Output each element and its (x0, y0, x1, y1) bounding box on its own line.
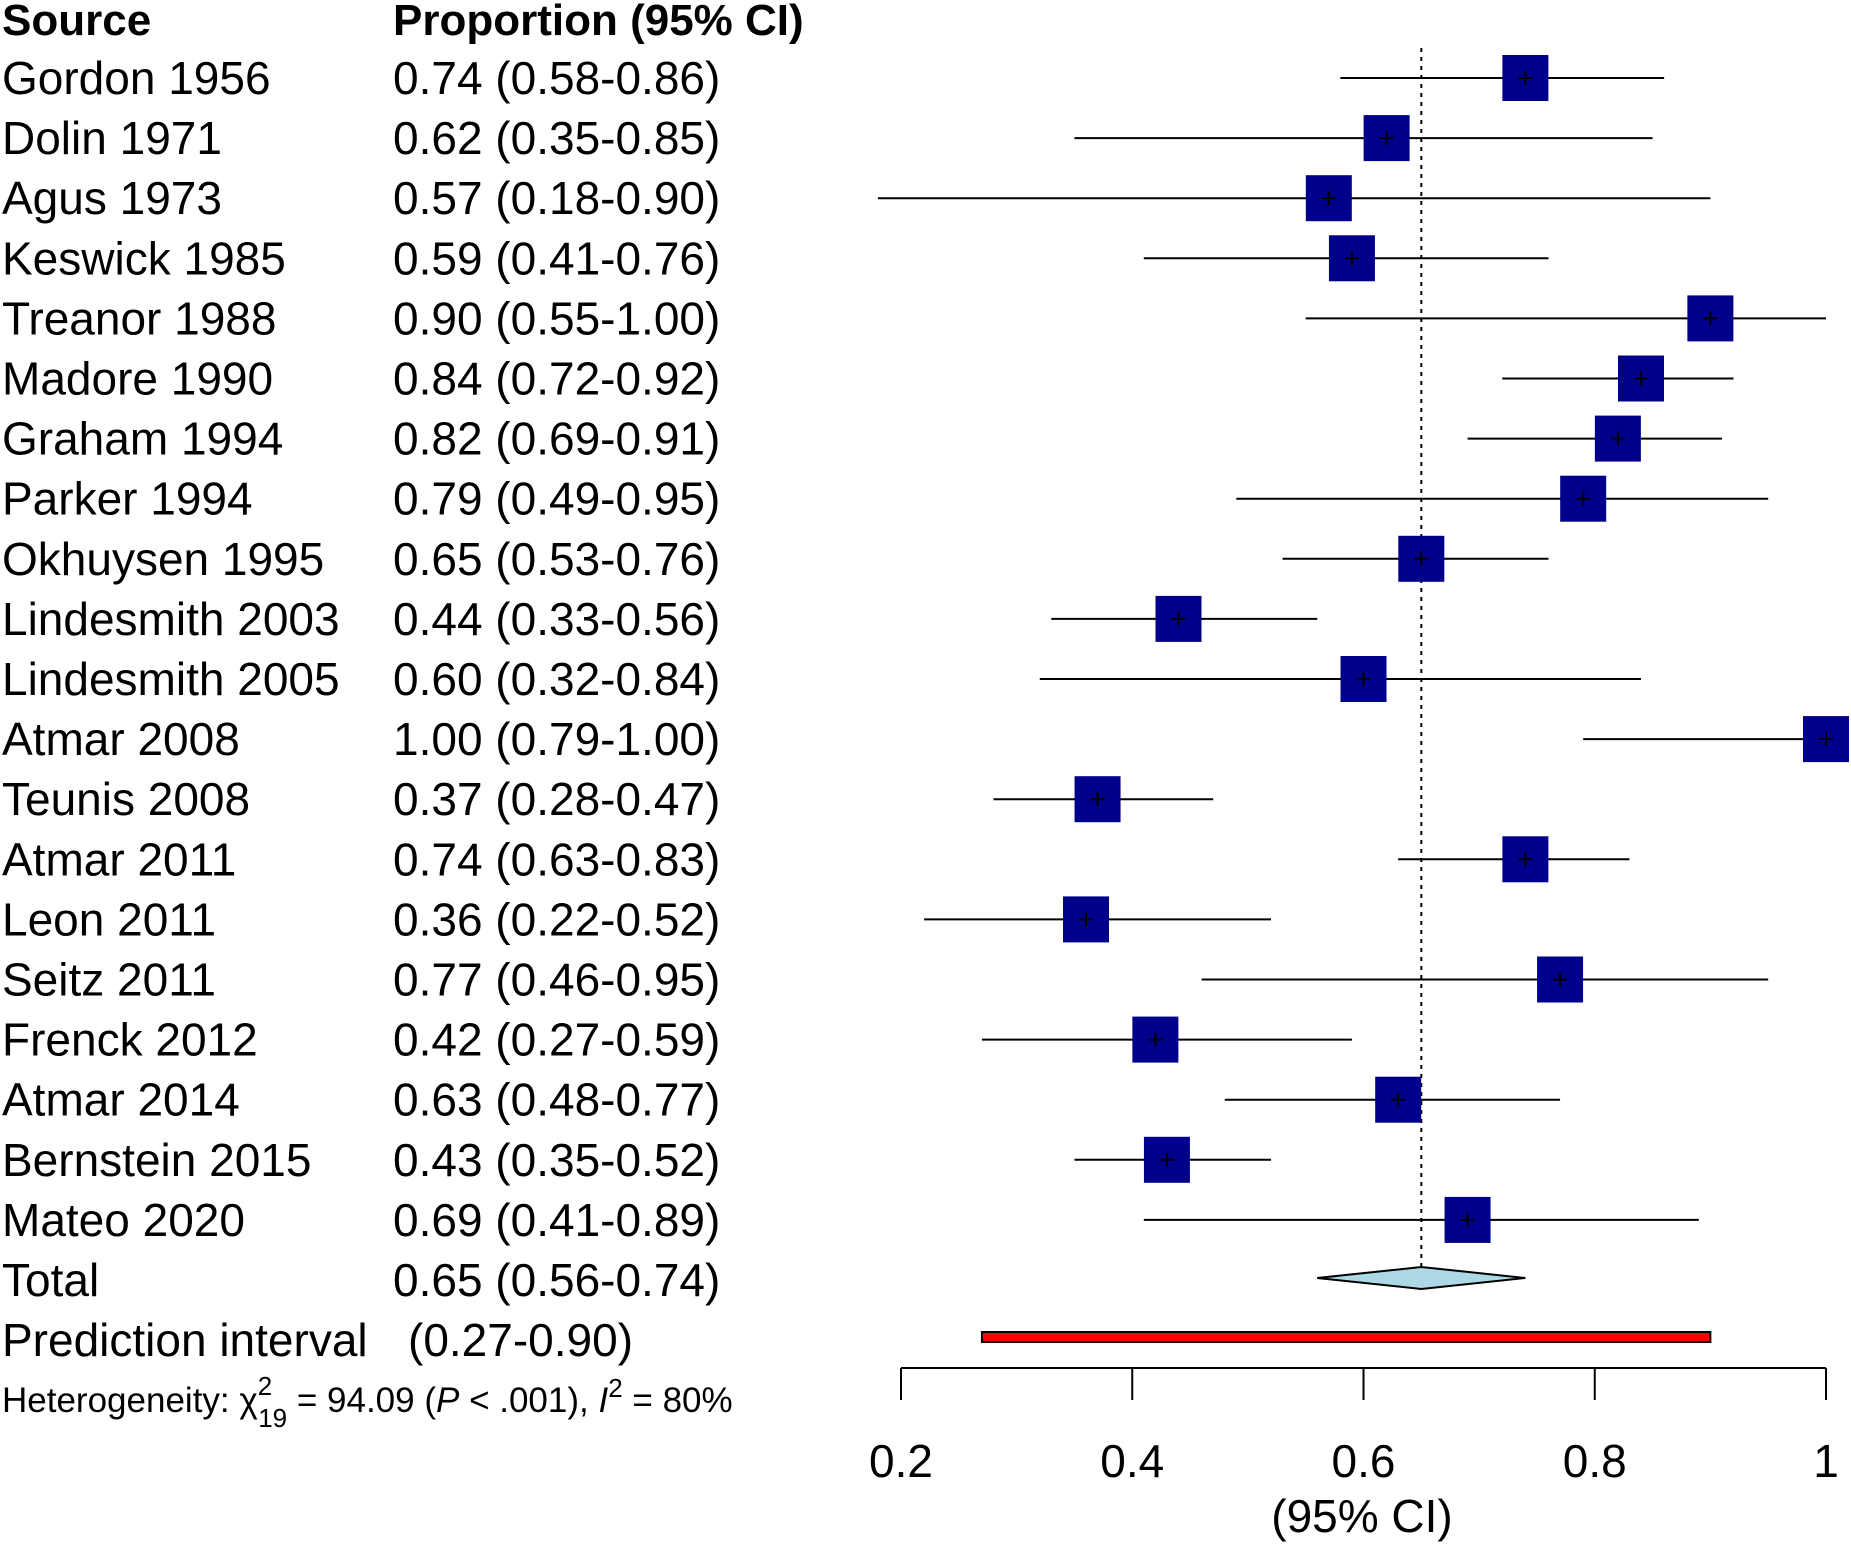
study-ci-text: 0.77 (0.46-0.95) (393, 954, 720, 1006)
study-ci-text: 0.60 (0.32-0.84) (393, 653, 720, 705)
study-label: Atmar 2014 (2, 1074, 240, 1126)
source-header: Source (2, 0, 151, 45)
heterogeneity-text: Heterogeneity: χ2 19 = 94.09 (P < .001), … (2, 1371, 733, 1433)
x-tick-label: 0.2 (869, 1435, 933, 1487)
prediction-interval-ci-text: (0.27-0.90) (408, 1314, 633, 1366)
study-ci-text: 0.37 (0.28-0.47) (393, 773, 720, 825)
x-tick-label: 1 (1813, 1435, 1839, 1487)
study-label: Mateo 2020 (2, 1194, 245, 1246)
study-label: Treanor 1988 (2, 292, 276, 344)
study-label: Gordon 1956 (2, 52, 271, 104)
study-label: Okhuysen 1995 (2, 533, 324, 585)
study-ci-text: 0.62 (0.35-0.85) (393, 112, 720, 164)
study-ci-text: 0.44 (0.33-0.56) (393, 593, 720, 645)
study-label: Graham 1994 (2, 413, 283, 465)
study-label: Frenck 2012 (2, 1014, 258, 1066)
study-ci-text: 0.36 (0.22-0.52) (393, 893, 720, 945)
study-ci-text: 0.79 (0.49-0.95) (393, 473, 720, 525)
study-label: Seitz 2011 (2, 954, 216, 1006)
x-tick-label: 0.6 (1332, 1435, 1396, 1487)
total-ci-text: 0.65 (0.56-0.74) (393, 1254, 720, 1306)
total-label: Total (2, 1254, 99, 1306)
plot-area (877, 48, 1849, 1343)
study-ci-text: 0.74 (0.63-0.83) (393, 833, 720, 885)
study-label: Lindesmith 2003 (2, 593, 340, 645)
study-ci-text: 1.00 (0.79-1.00) (393, 713, 720, 765)
x-axis: 0.2 0.4 0.6 0.8 1 (869, 1367, 1839, 1487)
study-ci-text: 0.84 (0.72-0.92) (393, 353, 720, 405)
study-ci-text: 0.42 (0.27-0.59) (393, 1014, 720, 1066)
study-ci-text: 0.82 (0.69-0.91) (393, 413, 720, 465)
prediction-interval-label: Prediction interval (2, 1314, 368, 1366)
study-ci-text: 0.90 (0.55-1.00) (393, 292, 720, 344)
x-tick-label: 0.4 (1100, 1435, 1164, 1487)
study-label: Lindesmith 2005 (2, 653, 340, 705)
study-label: Madore 1990 (2, 353, 273, 405)
study-label: Leon 2011 (2, 893, 216, 945)
study-ci-text: 0.59 (0.41-0.76) (393, 232, 720, 284)
study-rows: Gordon 1956 0.74 (0.58-0.86) Dolin 1971 0.6… (2, 52, 720, 1246)
study-label: Atmar 2011 (2, 833, 236, 885)
x-tick-label: 0.8 (1563, 1435, 1627, 1487)
study-label: Teunis 2008 (2, 773, 250, 825)
study-label: Bernstein 2015 (2, 1134, 311, 1186)
study-ci-text: 0.69 (0.41-0.89) (393, 1194, 720, 1246)
x-axis-label: (95% CI) (1271, 1490, 1452, 1542)
study-ci-text: 0.43 (0.35-0.52) (393, 1134, 720, 1186)
study-label: Parker 1994 (2, 473, 253, 525)
study-label: Keswick 1985 (2, 232, 286, 284)
study-ci-text: 0.74 (0.58-0.86) (393, 52, 720, 104)
study-ci-text: 0.57 (0.18-0.90) (393, 172, 720, 224)
study-label: Atmar 2008 (2, 713, 240, 765)
study-ci-text: 0.63 (0.48-0.77) (393, 1074, 720, 1126)
proportion-header: Proportion (95% CI) (393, 0, 804, 45)
study-label: Dolin 1971 (2, 112, 222, 164)
prediction-interval-bar (980, 1331, 1712, 1343)
study-label: Agus 1973 (2, 172, 222, 224)
study-ci-text: 0.65 (0.53-0.76) (393, 533, 720, 585)
pooled-diamond (1317, 1265, 1526, 1291)
